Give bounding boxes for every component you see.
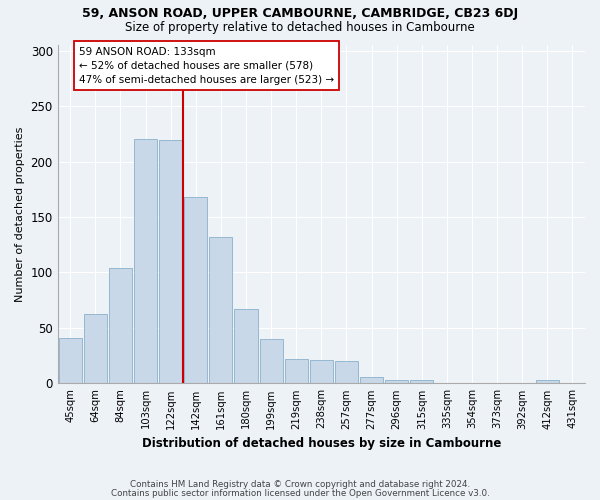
Bar bbox=[284, 359, 308, 384]
Bar bbox=[335, 361, 358, 384]
Bar bbox=[209, 237, 232, 384]
Bar bbox=[260, 339, 283, 384]
Bar bbox=[159, 140, 182, 384]
Bar bbox=[84, 314, 107, 384]
Bar bbox=[536, 380, 559, 384]
Text: 59, ANSON ROAD, UPPER CAMBOURNE, CAMBRIDGE, CB23 6DJ: 59, ANSON ROAD, UPPER CAMBOURNE, CAMBRID… bbox=[82, 8, 518, 20]
X-axis label: Distribution of detached houses by size in Cambourne: Distribution of detached houses by size … bbox=[142, 437, 501, 450]
Bar bbox=[184, 197, 208, 384]
Text: Contains HM Land Registry data © Crown copyright and database right 2024.: Contains HM Land Registry data © Crown c… bbox=[130, 480, 470, 489]
Text: 59 ANSON ROAD: 133sqm
← 52% of detached houses are smaller (578)
47% of semi-det: 59 ANSON ROAD: 133sqm ← 52% of detached … bbox=[79, 46, 334, 84]
Bar bbox=[235, 309, 257, 384]
Bar bbox=[59, 338, 82, 384]
Text: Size of property relative to detached houses in Cambourne: Size of property relative to detached ho… bbox=[125, 21, 475, 34]
Bar bbox=[385, 380, 408, 384]
Y-axis label: Number of detached properties: Number of detached properties bbox=[15, 126, 25, 302]
Bar bbox=[360, 377, 383, 384]
Text: Contains public sector information licensed under the Open Government Licence v3: Contains public sector information licen… bbox=[110, 488, 490, 498]
Bar bbox=[109, 268, 132, 384]
Bar bbox=[410, 380, 433, 384]
Bar bbox=[134, 140, 157, 384]
Bar bbox=[310, 360, 333, 384]
